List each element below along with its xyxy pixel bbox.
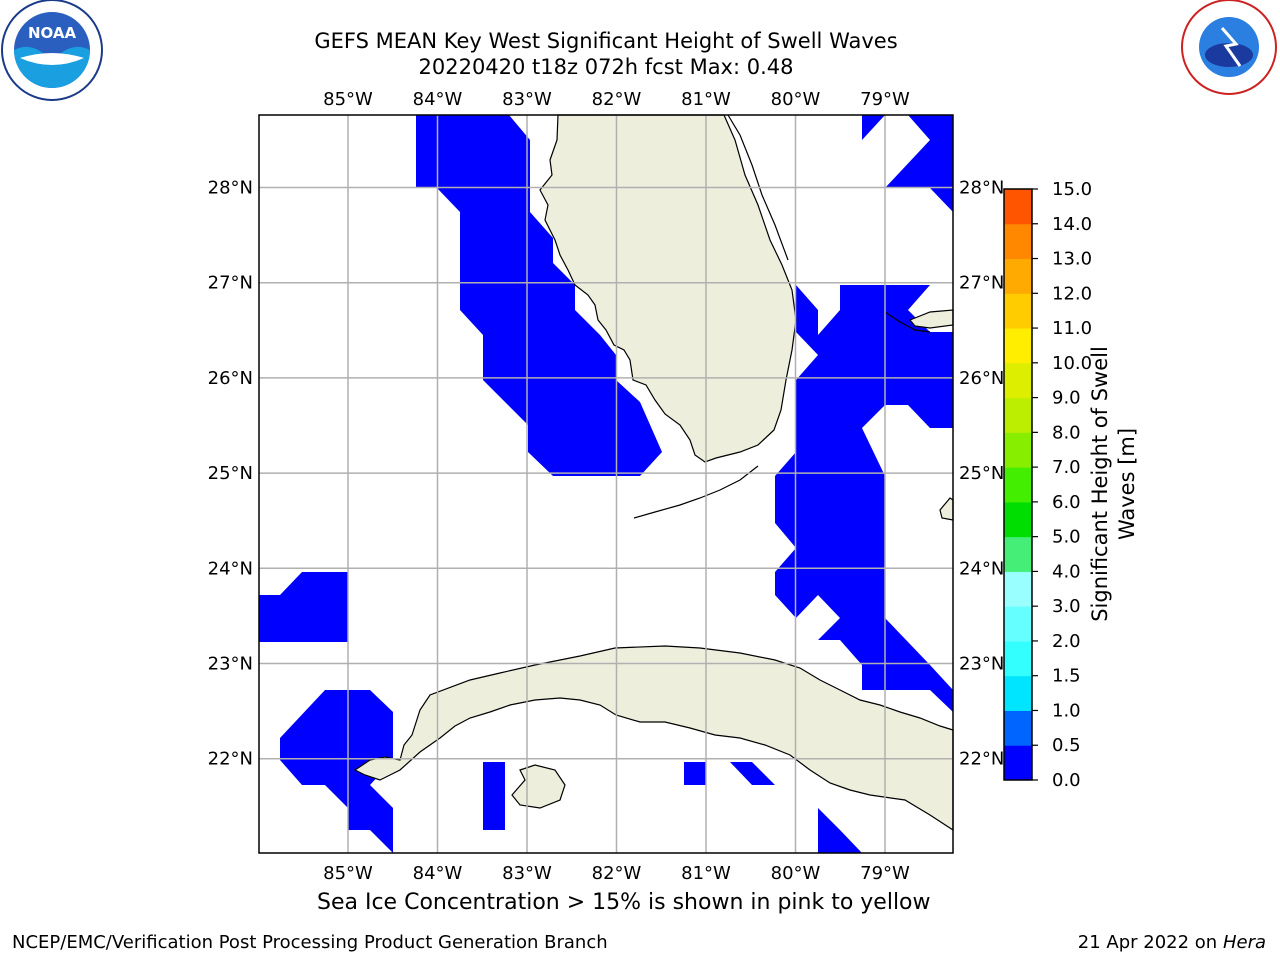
longitude-label: 84°W	[413, 89, 463, 110]
colorbar-frame	[1003, 188, 1033, 781]
chart-title: GEFS MEAN Key West Significant Height of…	[314, 29, 898, 53]
colorbar-tick-label: 0.0	[1052, 770, 1081, 791]
colorbar: 0.0 0.5 1.0 1.5 2.0 3.0 4.0 5.0 6.0 7.0 8.0 9.0 10.0…	[1003, 179, 1092, 791]
colorbar-segment	[1004, 432, 1032, 468]
latitude-label: 22°N	[959, 749, 1004, 770]
colorbar-tick-label: 2.0	[1052, 631, 1081, 652]
colorbar-segment	[1004, 258, 1032, 294]
noaa-logo-text: NOAA	[28, 24, 77, 42]
latitude-label: 22°N	[208, 749, 253, 770]
longitude-label: 82°W	[592, 863, 642, 884]
colorbar-segment	[1004, 606, 1032, 642]
colorbar-segment	[1004, 536, 1032, 572]
longitude-label: 79°W	[860, 89, 910, 110]
longitude-label: 79°W	[860, 863, 910, 884]
longitude-label: 83°W	[502, 863, 552, 884]
latitude-label: 24°N	[208, 558, 253, 579]
colorbar-tick-label: 3.0	[1052, 596, 1081, 617]
latitude-label: 24°N	[959, 558, 1004, 579]
swell-height-fill	[259, 115, 953, 853]
colorbar-segment	[1004, 675, 1032, 711]
colorbar-segment	[1004, 362, 1032, 399]
footer-date: 21 Apr 2022 on Hera	[1078, 932, 1266, 953]
colorbar-segment	[1004, 745, 1032, 781]
colorbar-tick-label: 4.0	[1052, 561, 1081, 582]
colorbar-tick-label: 12.0	[1052, 283, 1092, 304]
latitude-label: 23°N	[208, 654, 253, 675]
colorbar-segment	[1004, 223, 1032, 260]
colorbar-segment	[1004, 467, 1032, 503]
longitude-label: 84°W	[413, 863, 463, 884]
colorbar-tick-label: 8.0	[1052, 422, 1081, 443]
chart-subtitle: 20220420 t18z 072h fcst Max: 0.48	[418, 55, 794, 79]
longitude-label: 81°W	[681, 863, 731, 884]
footer-machine: Hera	[1222, 932, 1266, 953]
colorbar-tick-label: 7.0	[1052, 457, 1081, 478]
longitude-label: 81°W	[681, 89, 731, 110]
map-gridlines	[259, 115, 953, 853]
colorbar-segment	[1004, 501, 1032, 538]
colorbar-segment	[1004, 293, 1032, 329]
colorbar-segment	[1004, 640, 1032, 677]
colorbar-tick-label: 1.0	[1052, 700, 1081, 721]
noaa-logo: NOAA	[1, 0, 103, 101]
longitude-label: 83°W	[502, 89, 552, 110]
sea-ice-note: Sea Ice Concentration > 15% is shown in …	[317, 890, 931, 915]
nws-logo	[1181, 0, 1277, 95]
latitude-label: 23°N	[959, 654, 1004, 675]
latitude-label: 26°N	[959, 368, 1004, 389]
colorbar-label: Significant Height of Swell Waves [m]	[1087, 346, 1141, 622]
latitude-label: 28°N	[959, 178, 1004, 199]
longitude-label: 80°W	[771, 89, 821, 110]
longitude-label: 80°W	[771, 863, 821, 884]
colorbar-tick-label: 6.0	[1052, 492, 1081, 513]
colorbar-label-line2: Waves [m]	[1115, 427, 1139, 541]
colorbar-tick-label: 5.0	[1052, 527, 1081, 548]
colorbar-segment	[1004, 397, 1032, 433]
longitude-label: 85°W	[323, 89, 373, 110]
latitude-label: 26°N	[208, 368, 253, 389]
footer-date-text: 21 Apr 2022 on	[1077, 932, 1223, 953]
longitude-label: 85°W	[323, 863, 373, 884]
map-frame	[258, 114, 954, 854]
latitude-label: 27°N	[959, 273, 1004, 294]
colorbar-tick-label: 11.0	[1052, 318, 1092, 339]
latitude-label: 25°N	[959, 463, 1004, 484]
colorbar-segment	[1004, 189, 1032, 225]
latitude-label: 27°N	[208, 273, 253, 294]
colorbar-tick-label: 10.0	[1052, 353, 1092, 374]
colorbar-label-line1: Significant Height of Swell	[1088, 346, 1112, 622]
colorbar-segment	[1004, 710, 1032, 746]
latitude-label: 28°N	[208, 178, 253, 199]
colorbar-tick-label: 13.0	[1052, 249, 1092, 270]
footer-credit: NCEP/EMC/Verification Post Processing Pr…	[12, 932, 608, 953]
colorbar-tick-label: 15.0	[1052, 179, 1092, 200]
colorbar-segment	[1004, 571, 1032, 607]
land	[353, 114, 954, 832]
colorbar-tick-label: 0.5	[1052, 735, 1081, 756]
colorbar-tick-label: 1.5	[1052, 666, 1081, 687]
colorbar-segment	[1004, 328, 1032, 364]
colorbar-tick-label: 14.0	[1052, 214, 1092, 235]
longitude-label: 82°W	[592, 89, 642, 110]
latitude-label: 25°N	[208, 463, 253, 484]
colorbar-tick-label: 9.0	[1052, 388, 1081, 409]
